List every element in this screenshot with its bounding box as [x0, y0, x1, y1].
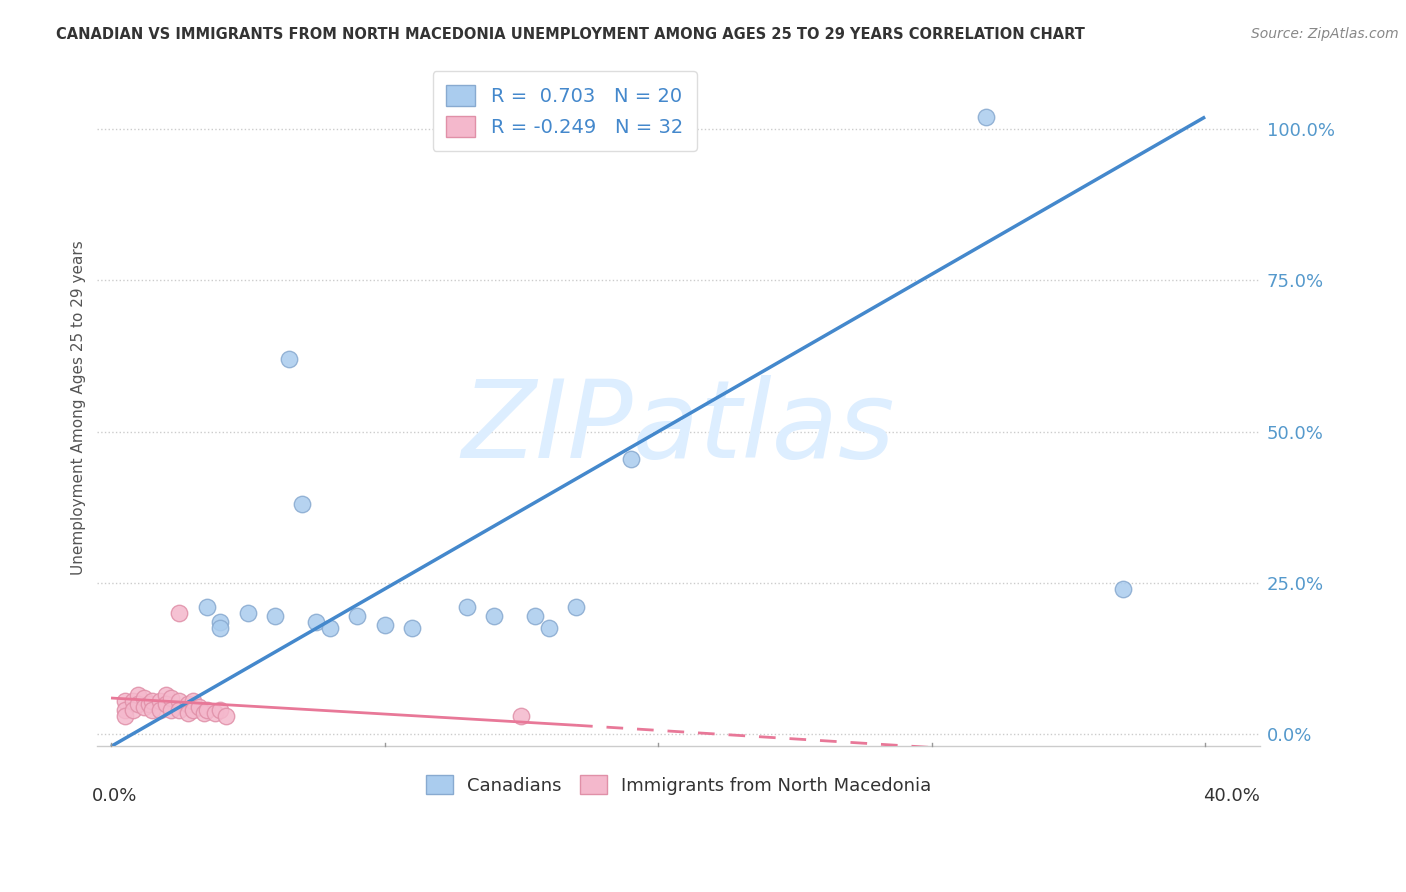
- Point: [482, 609, 505, 624]
- Point: [401, 621, 423, 635]
- Point: [132, 700, 155, 714]
- Point: [236, 607, 259, 621]
- Point: [204, 706, 226, 720]
- Point: [209, 703, 232, 717]
- Point: [510, 709, 533, 723]
- Point: [149, 694, 172, 708]
- Point: [176, 706, 198, 720]
- Point: [141, 703, 163, 717]
- Point: [209, 615, 232, 630]
- Point: [195, 600, 218, 615]
- Legend: Canadians, Immigrants from North Macedonia: Canadians, Immigrants from North Macedon…: [419, 767, 939, 802]
- Point: [524, 609, 547, 624]
- Point: [1112, 582, 1135, 596]
- Point: [620, 451, 643, 466]
- Point: [160, 703, 183, 717]
- Point: [114, 703, 136, 717]
- Point: [456, 600, 478, 615]
- Point: [169, 694, 191, 708]
- Text: Source: ZipAtlas.com: Source: ZipAtlas.com: [1251, 27, 1399, 41]
- Point: [169, 607, 191, 621]
- Point: [974, 110, 997, 124]
- Point: [155, 697, 177, 711]
- Point: [195, 703, 218, 717]
- Point: [132, 691, 155, 706]
- Point: [215, 709, 238, 723]
- Point: [176, 697, 198, 711]
- Point: [169, 703, 191, 717]
- Point: [127, 688, 149, 702]
- Point: [193, 706, 215, 720]
- Point: [138, 697, 160, 711]
- Point: [155, 688, 177, 702]
- Point: [187, 700, 209, 714]
- Point: [181, 703, 204, 717]
- Point: [537, 621, 560, 635]
- Point: [122, 694, 145, 708]
- Point: [141, 694, 163, 708]
- Point: [114, 709, 136, 723]
- Point: [149, 703, 172, 717]
- Point: [277, 352, 299, 367]
- Point: [319, 621, 342, 635]
- Text: CANADIAN VS IMMIGRANTS FROM NORTH MACEDONIA UNEMPLOYMENT AMONG AGES 25 TO 29 YEA: CANADIAN VS IMMIGRANTS FROM NORTH MACEDO…: [56, 27, 1085, 42]
- Point: [209, 621, 232, 635]
- Point: [374, 618, 396, 632]
- Point: [122, 703, 145, 717]
- Point: [114, 694, 136, 708]
- Text: 40.0%: 40.0%: [1204, 787, 1260, 805]
- Point: [305, 615, 328, 630]
- Point: [264, 609, 287, 624]
- Point: [565, 600, 588, 615]
- Point: [346, 609, 368, 624]
- Point: [291, 497, 314, 511]
- Point: [181, 694, 204, 708]
- Text: ZIPatlas: ZIPatlas: [461, 376, 896, 480]
- Text: 0.0%: 0.0%: [91, 787, 136, 805]
- Point: [127, 697, 149, 711]
- Point: [160, 691, 183, 706]
- Y-axis label: Unemployment Among Ages 25 to 29 years: Unemployment Among Ages 25 to 29 years: [72, 240, 86, 574]
